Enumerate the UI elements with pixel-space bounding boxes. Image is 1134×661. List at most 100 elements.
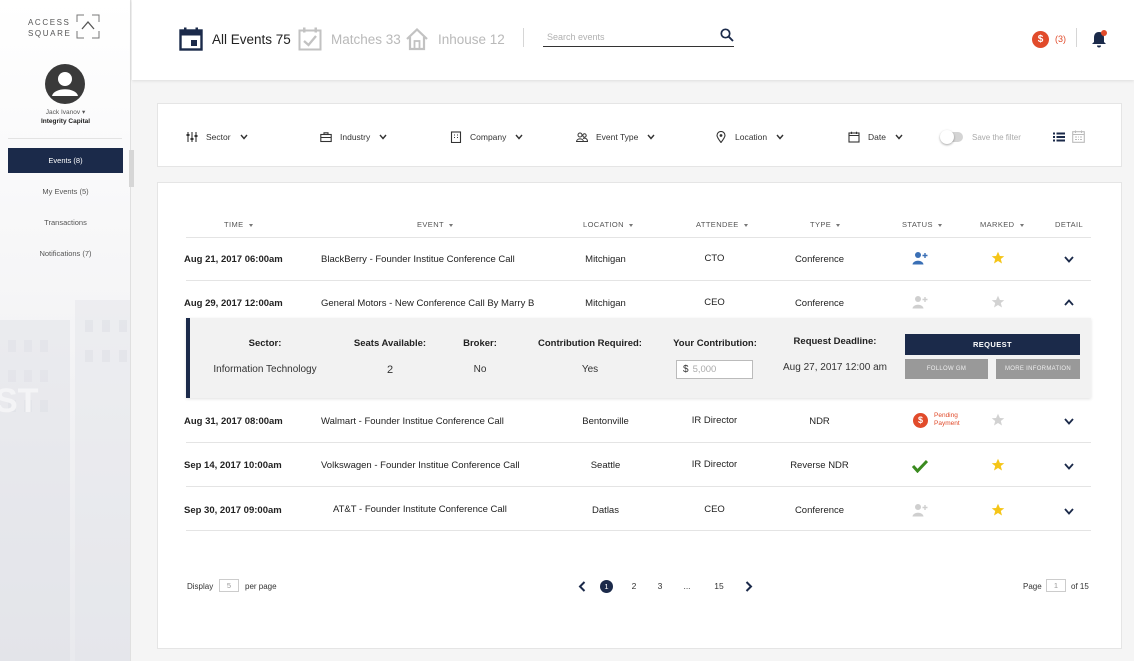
chevron-down-icon (379, 134, 387, 140)
house-icon (406, 27, 428, 51)
add-user-icon[interactable] (912, 503, 928, 517)
page-3[interactable]: 3 (657, 581, 663, 591)
sort-arrow-icon (1019, 223, 1024, 227)
page-ellipsis: ... (683, 581, 691, 591)
star-icon[interactable] (991, 295, 1005, 309)
tab-matches[interactable]: Matches 33 (298, 26, 401, 52)
sort-arrow-icon (628, 223, 633, 227)
add-user-icon[interactable] (912, 295, 928, 309)
sidebar-scrollbar[interactable] (129, 150, 134, 187)
column-header-attendee[interactable]: ATTENDEE (696, 220, 748, 229)
list-view-icon[interactable] (1053, 132, 1065, 142)
row-3-location: Bentonville (582, 416, 629, 427)
chevron-down-icon[interactable] (1064, 418, 1074, 425)
sidebar-item-notifications[interactable]: Notifications (7) (39, 249, 92, 258)
search-input[interactable] (543, 28, 713, 46)
page-2[interactable]: 2 (631, 581, 637, 591)
column-header-marked-label: MARKED (980, 220, 1015, 229)
tab-all-events[interactable]: All Events 75 (179, 26, 291, 52)
star-icon[interactable] (991, 251, 1005, 265)
filter-event-type[interactable]: Event Type (576, 131, 655, 143)
row-3-event[interactable]: Walmart - Founder Institue Conference Ca… (321, 416, 504, 427)
row-2-type: Conference (794, 298, 845, 309)
page-1[interactable]: 1 (600, 580, 613, 593)
row-divider (186, 530, 1091, 531)
filter-location-label: Location (735, 132, 768, 142)
sidebar-divider (8, 138, 122, 139)
chevron-down-icon[interactable] (1064, 463, 1074, 470)
chevron-up-icon[interactable] (1064, 299, 1074, 306)
previous-page-icon[interactable] (578, 581, 586, 592)
filter-date[interactable]: Date (848, 131, 903, 143)
sidebar-item-transactions[interactable]: Transactions (44, 218, 87, 227)
filter-location[interactable]: Location (715, 131, 784, 143)
column-header-event-label: EVENT (417, 220, 445, 229)
row-1-time: Aug 21, 2017 06:00am (184, 254, 283, 265)
next-page-icon[interactable] (745, 581, 753, 592)
column-header-event[interactable]: EVENT (417, 220, 454, 229)
search-icon[interactable] (720, 28, 734, 42)
column-header-detail: DETAIL (1055, 220, 1084, 229)
status-text-line-2: Payment (934, 420, 960, 427)
brand-logo[interactable]: ACCESS SQUARE (28, 14, 104, 42)
request-button[interactable]: REQUEST (905, 334, 1080, 355)
column-header-status[interactable]: STATUS (902, 220, 942, 229)
filter-industry[interactable]: Industry (320, 131, 387, 143)
column-header-marked[interactable]: MARKED (980, 220, 1024, 229)
column-header-status-label: STATUS (902, 220, 933, 229)
star-icon[interactable] (991, 413, 1005, 427)
row-3-time: Aug 31, 2017 08:00am (184, 416, 283, 427)
tab-inhouse[interactable]: Inhouse 12 (405, 26, 505, 52)
sidebar-item-my-events[interactable]: My Events (5) (42, 187, 89, 196)
row-2-event[interactable]: General Motors - New Conference Call By … (321, 298, 535, 309)
header-divider (186, 237, 1091, 238)
detail-deadline-value: Aug 27, 2017 12:00 am (783, 362, 887, 373)
bell-icon[interactable] (1090, 30, 1108, 48)
column-header-location[interactable]: LOCATION (583, 220, 633, 229)
filter-company[interactable]: Company (450, 131, 523, 143)
row-5-time: Sep 30, 2017 09:00am (184, 505, 282, 516)
filter-sector[interactable]: Sector (186, 131, 248, 143)
add-user-icon[interactable] (912, 251, 928, 265)
chevron-down-icon[interactable] (1064, 256, 1074, 263)
logo-mark-icon (76, 14, 100, 39)
calendar-icon (179, 27, 203, 51)
column-header-type[interactable]: TYPE (810, 220, 841, 229)
column-header-type-label: TYPE (810, 220, 832, 229)
star-icon[interactable] (991, 503, 1005, 517)
row-5-attendee: CEO (704, 504, 725, 515)
user-company: Integrity Capital (40, 118, 91, 125)
sliders-icon (186, 132, 198, 142)
detail-deadline-label: Request Deadline: (793, 336, 877, 347)
contribution-input[interactable] (692, 364, 748, 375)
detail-seats-label: Seats Available: (353, 338, 427, 349)
save-filter-toggle[interactable] (940, 130, 963, 144)
per-page-label: per page (245, 582, 277, 591)
people-icon (576, 132, 588, 142)
column-header-time[interactable]: TIME (224, 220, 253, 229)
more-information-button[interactable]: MORE INFORMATION (996, 359, 1080, 379)
chevron-down-icon (515, 134, 523, 140)
column-header-time-label: TIME (224, 220, 244, 229)
sidebar-item-events[interactable]: Events (8) (8, 148, 123, 173)
status-pending-payment: Pending Payment (934, 412, 960, 428)
row-1-event[interactable]: BlackBerry - Founder Institue Conference… (321, 254, 515, 265)
page-number-input[interactable] (1046, 579, 1066, 592)
page-15[interactable]: 15 (714, 581, 724, 591)
event-detail-panel: Sector: Information Technology Seats Ava… (186, 318, 1091, 398)
payment-alert-badge[interactable]: $ (1032, 31, 1049, 48)
user-name-dropdown[interactable]: Jack Ivanov ▾ (0, 108, 130, 116)
calendar-view-icon[interactable] (1072, 130, 1085, 143)
filter-bar: Sector Industry Company Event Type Locat… (157, 103, 1122, 167)
row-4-event[interactable]: Volkswagen - Founder Institue Conference… (321, 460, 520, 471)
star-icon[interactable] (991, 458, 1005, 472)
payment-alert-count: (3) (1055, 34, 1066, 44)
per-page-input[interactable] (219, 579, 239, 592)
follow-gm-button[interactable]: FOLLOW GM (905, 359, 988, 379)
chevron-down-icon[interactable] (1064, 508, 1074, 515)
calendar-check-icon (298, 27, 322, 51)
avatar[interactable] (45, 64, 85, 104)
row-5-event[interactable]: AT&T - Founder Institute Conference Call (333, 504, 507, 515)
row-2-location: Mitchigan (585, 298, 626, 309)
pending-payment-icon[interactable]: $ (913, 413, 928, 428)
